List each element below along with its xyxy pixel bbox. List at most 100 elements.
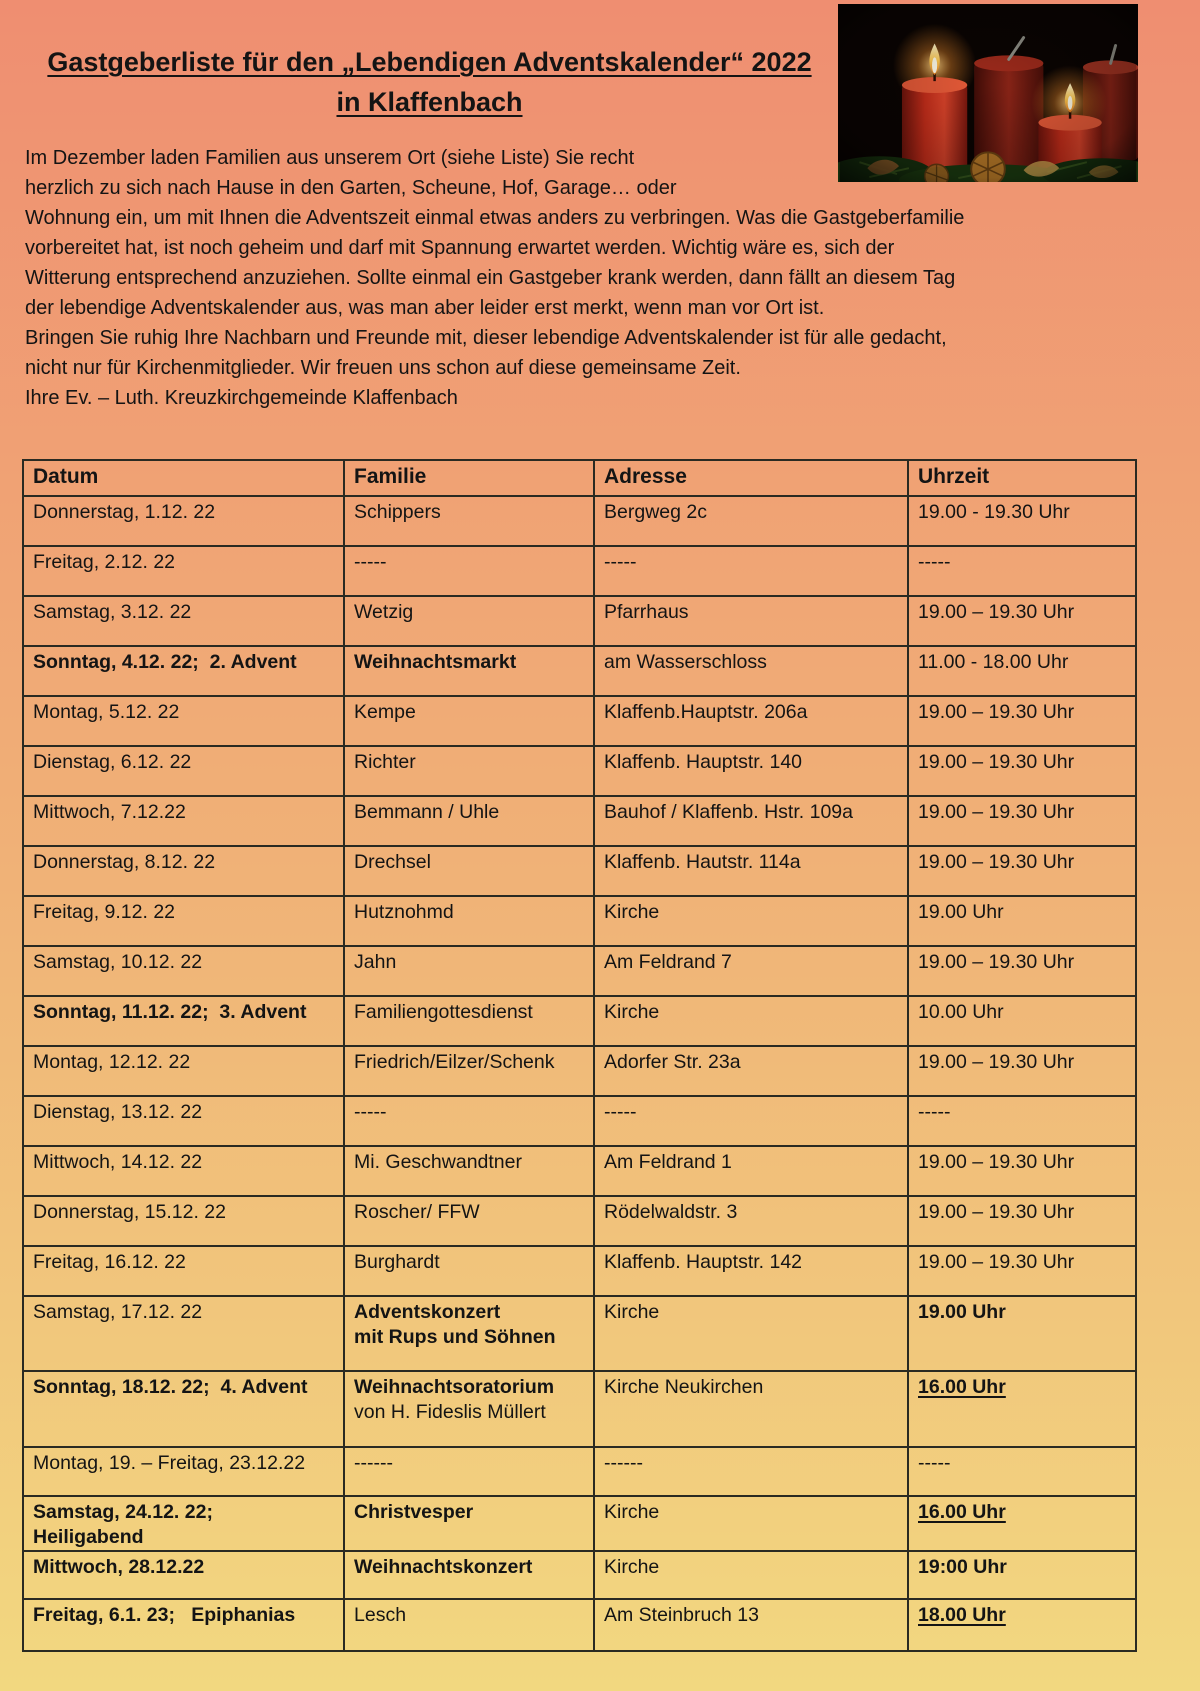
cell-line: Samstag, 10.12. 22 bbox=[33, 951, 203, 973]
table-row: Freitag, 6.1. 23; Epiphanias Lesch Am Stei… bbox=[22, 1598, 1137, 1652]
cell-uhrzeit: 19.00 – 19.30 Uhr bbox=[907, 595, 1137, 647]
cell-datum: Donnerstag, 15.12. 22 bbox=[22, 1195, 345, 1247]
cell-familie: ------ bbox=[343, 1446, 595, 1497]
cell-datum: Sonntag, 11.12. 22; 3. Advent bbox=[22, 995, 345, 1047]
cell-adresse: Kirche bbox=[593, 1295, 909, 1372]
cell-line: 16.00 Uhr bbox=[918, 1376, 1006, 1398]
column-header-uhrzeit: Uhrzeit bbox=[907, 459, 1137, 497]
cell-adresse: Bauhof / Klaffenb. Hstr. 109a bbox=[593, 795, 909, 847]
cell-uhrzeit: 18.00 Uhr bbox=[907, 1598, 1137, 1652]
cell-line: Montag, 12.12. 22 bbox=[33, 1051, 191, 1073]
table-row: Dienstag, 13.12. 22 ----- ----- ----- bbox=[22, 1095, 1137, 1147]
table-row: Mittwoch, 14.12. 22 Mi. Geschwandtner Am F… bbox=[22, 1145, 1137, 1197]
cell-line: Bergweg 2c bbox=[604, 501, 707, 523]
cell-line: Mittwoch, 14.12. 22 bbox=[33, 1151, 203, 1173]
cell-uhrzeit: 19.00 Uhr bbox=[907, 895, 1137, 947]
cell-line: 19.00 Uhr bbox=[918, 1301, 1006, 1323]
cell-line: Samstag, 24.12. 22; bbox=[33, 1501, 213, 1523]
cell-line: Montag, 19. – Freitag, 23.12.22 bbox=[33, 1452, 306, 1474]
cell-adresse: ------ bbox=[593, 1446, 909, 1497]
cell-line: ----- bbox=[918, 1452, 951, 1474]
cell-line: Samstag, 17.12. 22 bbox=[33, 1301, 203, 1323]
cell-line: Klaffenb. Hauptstr. 142 bbox=[604, 1251, 803, 1273]
cell-uhrzeit: 19.00 – 19.30 Uhr bbox=[907, 745, 1137, 797]
cell-datum: Dienstag, 6.12. 22 bbox=[22, 745, 345, 797]
column-header-datum: Datum bbox=[22, 459, 345, 497]
table-header-row: Datum Familie Adresse Uhrzeit bbox=[22, 459, 1137, 497]
table-row: Mittwoch, 28.12.22 Weihnachtskonzert Kirch… bbox=[22, 1550, 1137, 1600]
cell-datum: Samstag, 10.12. 22 bbox=[22, 945, 345, 997]
cell-datum: Mittwoch, 28.12.22 bbox=[22, 1550, 345, 1600]
cell-line: 19.00 – 19.30 Uhr bbox=[918, 1201, 1075, 1223]
cell-line: Mittwoch, 7.12.22 bbox=[33, 801, 186, 823]
table-row: Donnerstag, 8.12. 22 Drechsel Klaffenb. Ha… bbox=[22, 845, 1137, 897]
cell-line: 19.00 – 19.30 Uhr bbox=[918, 851, 1075, 873]
cell-familie: Lesch bbox=[343, 1598, 595, 1652]
cell-familie: Kempe bbox=[343, 695, 595, 747]
cell-datum: Mittwoch, 14.12. 22 bbox=[22, 1145, 345, 1197]
table-row: Mittwoch, 7.12.22 Bemmann / Uhle Bauhof / … bbox=[22, 795, 1137, 847]
cell-line: Kempe bbox=[354, 701, 416, 723]
cell-uhrzeit: ----- bbox=[907, 1446, 1137, 1497]
cell-uhrzeit: 19.00 Uhr bbox=[907, 1295, 1137, 1372]
cell-familie: ----- bbox=[343, 1095, 595, 1147]
cell-datum: Freitag, 9.12. 22 bbox=[22, 895, 345, 947]
cell-familie: Drechsel bbox=[343, 845, 595, 897]
cell-line: Weihnachtskonzert bbox=[354, 1556, 533, 1578]
cell-line: 16.00 Uhr bbox=[918, 1501, 1006, 1523]
cell-line: Kirche bbox=[604, 1301, 660, 1323]
advent-wreath-illustration bbox=[838, 4, 1138, 182]
cell-line: Bauhof / Klaffenb. Hstr. 109a bbox=[604, 801, 853, 823]
cell-line: ----- bbox=[354, 1101, 387, 1123]
cell-familie: Christvesper bbox=[343, 1495, 595, 1552]
cell-adresse: Rödelwaldstr. 3 bbox=[593, 1195, 909, 1247]
cell-adresse: Am Steinbruch 13 bbox=[593, 1598, 909, 1652]
cell-familie: Weihnachtsmarkt bbox=[343, 645, 595, 697]
cell-uhrzeit: 19.00 – 19.30 Uhr bbox=[907, 1245, 1137, 1297]
advent-wreath-photo bbox=[838, 4, 1138, 182]
cell-line: am Wasserschloss bbox=[604, 651, 767, 673]
cell-line: Mi. Geschwandtner bbox=[354, 1151, 522, 1173]
cell-familie: Jahn bbox=[343, 945, 595, 997]
cell-line: 19.00 – 19.30 Uhr bbox=[918, 1151, 1075, 1173]
cell-uhrzeit: ----- bbox=[907, 1095, 1137, 1147]
cell-adresse: Am Feldrand 1 bbox=[593, 1145, 909, 1197]
cell-line: 10.00 Uhr bbox=[918, 1001, 1004, 1023]
cell-familie: Hutznohmd bbox=[343, 895, 595, 947]
cell-uhrzeit: 19.00 – 19.30 Uhr bbox=[907, 845, 1137, 897]
cell-uhrzeit: 16.00 Uhr bbox=[907, 1495, 1137, 1552]
cell-line: Friedrich/Eilzer/Schenk bbox=[354, 1051, 555, 1073]
cell-adresse: Kirche bbox=[593, 1550, 909, 1600]
cell-uhrzeit: 16.00 Uhr bbox=[907, 1370, 1137, 1448]
cell-datum: Donnerstag, 8.12. 22 bbox=[22, 845, 345, 897]
cell-line: Weihnachtsoratorium bbox=[354, 1376, 555, 1398]
cell-line: Dienstag, 6.12. 22 bbox=[33, 751, 192, 773]
cell-datum: Sonntag, 18.12. 22; 4. Advent bbox=[22, 1370, 345, 1448]
cell-familie: ----- bbox=[343, 545, 595, 597]
host-table: Datum Familie Adresse Uhrzeit Donnerstag… bbox=[22, 459, 1137, 1652]
table-row: Samstag, 10.12. 22 Jahn Am Feldrand 7 19.00… bbox=[22, 945, 1137, 997]
cell-line: Sonntag, 18.12. 22; 4. Advent bbox=[33, 1376, 308, 1398]
page-title-line-1: Gastgeberliste für den „Lebendigen Adven… bbox=[47, 47, 812, 77]
cell-uhrzeit: 19.00 - 19.30 Uhr bbox=[907, 495, 1137, 547]
cell-datum: Samstag, 24.12. 22; Heiligabend bbox=[22, 1495, 345, 1552]
cell-familie: Familiengottesdienst bbox=[343, 995, 595, 1047]
cell-familie: Mi. Geschwandtner bbox=[343, 1145, 595, 1197]
table-row: Sonntag, 18.12. 22; 4. Advent Weihnachtso… bbox=[22, 1370, 1137, 1448]
cell-adresse: Kirche bbox=[593, 1495, 909, 1552]
table-row: Sonntag, 11.12. 22; 3. Advent Familiengot… bbox=[22, 995, 1137, 1047]
cell-line: Drechsel bbox=[354, 851, 431, 873]
cell-line: Heiligabend bbox=[33, 1526, 144, 1548]
cell-uhrzeit: 19.00 – 19.30 Uhr bbox=[907, 795, 1137, 847]
photo-vignette bbox=[839, 4, 1137, 182]
cell-line: Sonntag, 4.12. 22; 2. Advent bbox=[33, 651, 297, 673]
cell-line: ----- bbox=[604, 1101, 637, 1123]
cell-datum: Montag, 12.12. 22 bbox=[22, 1045, 345, 1097]
cell-line: Christvesper bbox=[354, 1501, 474, 1523]
cell-line: Jahn bbox=[354, 951, 397, 973]
cell-datum: Sonntag, 4.12. 22; 2. Advent bbox=[22, 645, 345, 697]
cell-datum: Freitag, 16.12. 22 bbox=[22, 1245, 345, 1297]
cell-adresse: Pfarrhaus bbox=[593, 595, 909, 647]
cell-line: Schippers bbox=[354, 501, 441, 523]
